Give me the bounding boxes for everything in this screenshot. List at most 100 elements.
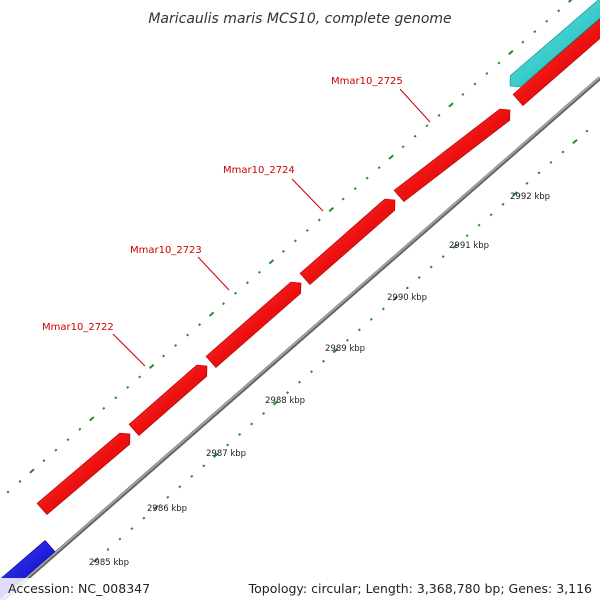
minor-tick (66, 438, 70, 442)
minor-tick (138, 375, 142, 379)
scale-label: 2992 kbp (510, 192, 550, 202)
minor-tick (321, 359, 325, 363)
scale-label: 2989 kbp (325, 344, 365, 354)
minor-tick (317, 218, 321, 222)
major-tick (208, 311, 215, 317)
major-tick (328, 206, 334, 213)
minor-tick (429, 265, 433, 269)
major-tick (29, 468, 35, 474)
minor-tick (262, 412, 266, 416)
minor-tick (477, 223, 481, 227)
gene-callouts: Mmar10_2722 Mmar10_2723 Mmar10_2724 Mmar10_… (42, 76, 431, 367)
major-tick (332, 348, 339, 354)
minor-tick (465, 234, 469, 238)
major-tick (567, 0, 573, 3)
inner-tick-row (93, 129, 589, 563)
minor-tick (102, 406, 106, 410)
major-tick (452, 243, 458, 249)
minor-tick (405, 286, 409, 290)
minor-tick (533, 30, 537, 34)
major-tick (512, 191, 518, 197)
minor-tick (298, 380, 302, 384)
scale-label: 2988 kbp (265, 396, 305, 406)
minor-tick (437, 113, 441, 117)
minor-tick (166, 495, 170, 499)
minor-tick (489, 213, 493, 217)
minor-tick (353, 187, 357, 191)
minor-tick (441, 255, 445, 259)
minor-tick (357, 328, 361, 332)
gene-label: Mmar10_2723 (130, 245, 202, 256)
minor-tick (178, 485, 182, 489)
major-tick (572, 138, 578, 145)
scale-labels: 2985 kbp 2986 kbp 2987 kbp 2988 kbp 2989 kbp… (89, 192, 550, 568)
minor-tick (345, 338, 349, 342)
minor-tick (233, 291, 237, 295)
minor-tick (245, 281, 249, 285)
minor-tick (42, 459, 46, 463)
minor-tick (557, 9, 561, 13)
cyan-gene-arrow (509, 0, 600, 88)
major-tick (272, 400, 279, 406)
minor-tick (198, 323, 202, 327)
gene-arrow (393, 108, 511, 203)
minor-tick (365, 176, 369, 180)
major-tick (448, 102, 454, 108)
minor-tick (162, 354, 166, 358)
major-tick (212, 452, 219, 458)
minor-tick (186, 333, 190, 337)
map-title: Maricaulis maris MCS10, complete genome (148, 11, 451, 27)
minor-tick (250, 422, 254, 426)
accession-text: Accession: NC_008347 (0, 578, 159, 600)
minor-tick (222, 302, 225, 306)
major-tick (508, 50, 514, 56)
backbone-line (0, 76, 600, 600)
gene-arrow (128, 364, 208, 437)
gene-callout-line (291, 178, 324, 212)
minor-tick (585, 129, 589, 133)
minor-tick (142, 516, 146, 520)
major-tick (268, 259, 275, 265)
gene-arrow (512, 18, 600, 107)
gene-label: Mmar10_2722 (42, 322, 114, 333)
minor-tick (341, 197, 345, 201)
gene-label: Mmar10_2724 (223, 165, 295, 176)
minor-tick (118, 537, 122, 541)
minor-tick (190, 474, 194, 478)
minor-tick (369, 317, 373, 321)
minor-tick (413, 134, 417, 138)
minor-tick (521, 40, 525, 44)
minor-tick (461, 92, 465, 96)
genome-summary-text: Topology: circular; Length: 3,368,780 bp… (240, 578, 600, 600)
scale-label: 2985 kbp (89, 558, 129, 568)
minor-tick (525, 181, 529, 185)
gene-callout-line (399, 88, 431, 123)
minor-tick (6, 490, 10, 494)
minor-tick (310, 370, 313, 374)
minor-tick (238, 432, 242, 436)
minor-tick (377, 166, 381, 170)
gene-callout-line (197, 256, 230, 291)
outer-tick-row (6, 0, 573, 494)
major-tick (148, 363, 155, 370)
minor-tick (381, 307, 385, 311)
minor-tick (286, 391, 290, 395)
gene-arrow (299, 198, 396, 286)
minor-tick (78, 427, 82, 431)
minor-tick (106, 548, 110, 552)
gene-arrow (205, 281, 302, 369)
scale-label: 2991 kbp (449, 241, 489, 251)
minor-tick (485, 72, 489, 75)
minor-tick (401, 145, 405, 149)
backbone-highlight (0, 76, 600, 600)
minor-tick (126, 385, 130, 389)
minor-tick (305, 228, 309, 232)
minor-tick (545, 19, 549, 23)
minor-tick (257, 270, 261, 274)
minor-tick (425, 124, 429, 128)
minor-tick (561, 150, 565, 154)
minor-tick (417, 276, 421, 279)
minor-tick (281, 249, 285, 253)
